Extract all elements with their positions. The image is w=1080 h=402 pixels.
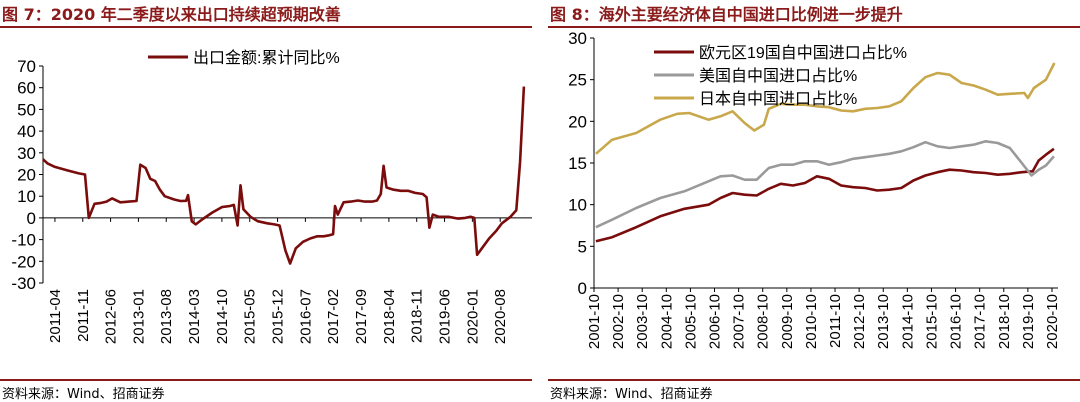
title-rule — [0, 26, 532, 28]
y-tick-label: 60 — [17, 79, 36, 98]
x-tick-label: 2012-10 — [851, 294, 868, 349]
title-rule — [548, 26, 1080, 28]
import-share-chart: 0 5 10 15 20 25 30 2001-10 2002-10 2003-10 2004-10… — [568, 29, 1061, 349]
y-tick-label: 10 — [17, 187, 36, 206]
y-tick-label: -20 — [11, 252, 36, 271]
y-tick-label: 0 — [578, 279, 587, 298]
x-tick-label: 2014-10 — [214, 289, 231, 344]
chart-title: 图 8：海外主要经济体自中国进口比例进一步提升 — [550, 5, 903, 24]
series-line — [595, 140, 1055, 229]
x-tick-label: 2017-09 — [353, 289, 370, 344]
chart-panel-import-share: 图 8：海外主要经济体自中国进口比例进一步提升 0 5 10 15 20 25 30 2001… — [548, 0, 1080, 402]
x-tick-label: 2011-04 — [47, 289, 64, 343]
x-tick-label: 2010-10 — [803, 294, 820, 349]
x-tick-label: 2015-10 — [923, 294, 940, 349]
x-tick-label: 2020-10 — [1044, 294, 1061, 349]
x-tick-label: 2018-04 — [381, 289, 398, 344]
y-tick-label: 5 — [578, 237, 587, 256]
series-line — [42, 86, 526, 265]
x-tick-label: 2016-07 — [297, 289, 314, 344]
legend-label: 出口金额:累计同比% — [193, 49, 340, 67]
y-tick-label: 30 — [17, 144, 36, 163]
x-tick-label: 2018-11 — [409, 289, 426, 343]
y-tick-label: 30 — [568, 29, 587, 48]
x-tick-label: 2013-10 — [875, 294, 892, 349]
x-tick-label: 2001-10 — [586, 294, 603, 349]
y-tick-label: 25 — [568, 71, 587, 90]
x-tick-label: 2019-10 — [1020, 294, 1037, 349]
chart-panel-export: 图 7：2020 年二季度以来出口持续超预期改善 -30 -20 -10 0 10 20 3… — [0, 0, 532, 402]
x-tick-label: 2020-01 — [464, 289, 481, 344]
x-tick-label: 2017-10 — [972, 294, 989, 349]
x-tick-label: 2011-11 — [75, 289, 92, 342]
x-tick-label: 2015-05 — [242, 289, 259, 344]
series-line — [595, 62, 1056, 155]
x-tick-label: 2018-10 — [996, 294, 1013, 349]
y-tick-label: 40 — [17, 122, 36, 141]
x-tick-label: 2019-06 — [437, 289, 454, 344]
x-tick-label: 2006-10 — [707, 294, 724, 349]
y-tick-label: 20 — [568, 112, 587, 131]
y-tick-label: -10 — [11, 231, 36, 250]
export-growth-chart: -30 -20 -10 0 10 20 30 40 50 60 70 2011-04 2011-11 20… — [11, 49, 532, 344]
series-line — [595, 147, 1055, 243]
x-tick-label: 2014-10 — [899, 294, 916, 349]
source-rule — [0, 379, 532, 381]
x-tick-label: 2016-10 — [948, 294, 965, 349]
y-tick-label: 15 — [568, 154, 587, 173]
y-tick-label: 70 — [17, 57, 36, 76]
y-tick-label: -30 — [11, 274, 36, 293]
x-tick-label: 2013-01 — [130, 289, 147, 344]
x-tick-label: 2004-10 — [658, 294, 675, 349]
source-rule — [548, 379, 1080, 381]
legend-label: 美国自中国进口占比% — [699, 67, 857, 85]
x-tick-label: 2015-12 — [270, 289, 287, 344]
x-tick-label: 2014-03 — [186, 289, 203, 344]
x-tick-label: 2007-10 — [731, 294, 748, 349]
x-tick-label: 2020-08 — [492, 289, 509, 344]
source-note: 资料来源：Wind、招商证券 — [550, 387, 713, 402]
x-tick-label: 2002-10 — [610, 294, 627, 349]
y-tick-label: 20 — [17, 166, 36, 185]
x-tick-label: 2011-10 — [827, 294, 844, 348]
chart-title: 图 7：2020 年二季度以来出口持续超预期改善 — [2, 5, 341, 24]
source-note: 资料来源：Wind、招商证券 — [2, 387, 165, 402]
y-tick-label: 50 — [17, 100, 36, 119]
x-tick-label: 2003-10 — [634, 294, 651, 349]
legend-label: 日本自中国进口占比% — [699, 90, 857, 108]
legend-label: 欧元区19国自中国进口占比% — [699, 44, 907, 62]
x-tick-label: 2013-08 — [158, 289, 175, 344]
x-tick-label: 2009-10 — [779, 294, 796, 349]
x-tick-label: 2008-10 — [755, 294, 772, 349]
y-tick-label: 0 — [27, 209, 36, 228]
x-tick-label: 2005-10 — [682, 294, 699, 349]
x-tick-label: 2017-02 — [325, 289, 342, 344]
x-tick-label: 2012-06 — [103, 289, 120, 344]
y-tick-label: 10 — [568, 196, 587, 215]
